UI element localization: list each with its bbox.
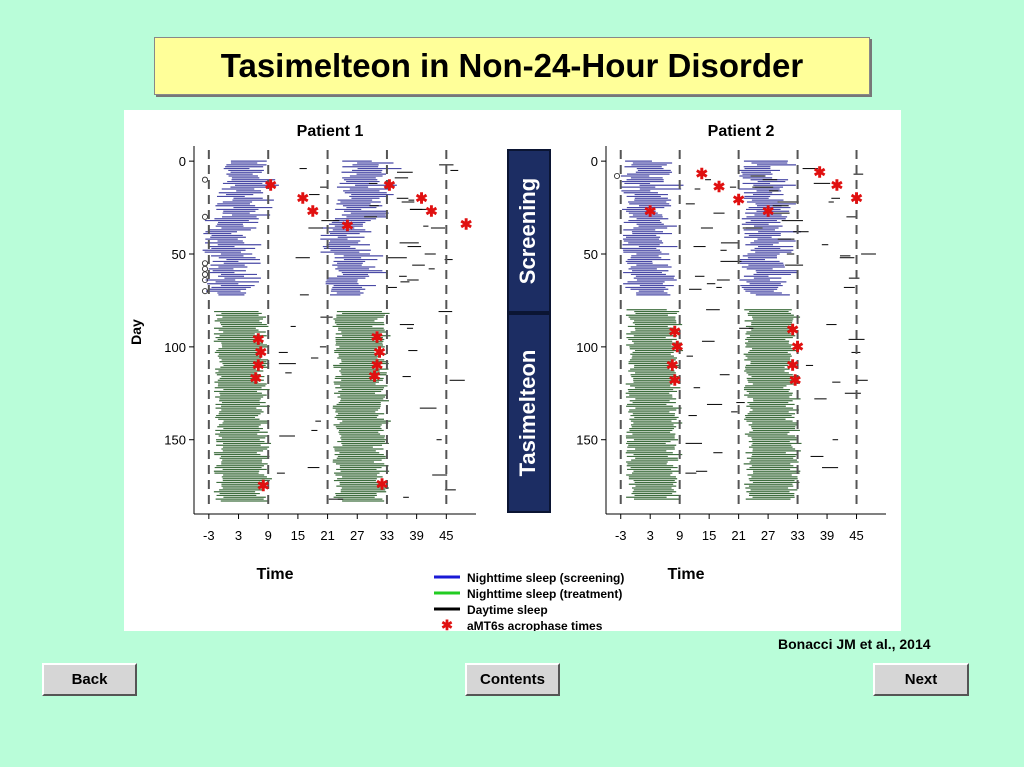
acrophase-star: ✱ (252, 357, 265, 374)
acrophase-star: ✱ (383, 177, 396, 194)
acrophase-star: ✱ (306, 203, 319, 220)
screening-label-box (507, 149, 551, 313)
acrophase-star: ✱ (371, 357, 384, 374)
x-tick-label: 45 (439, 528, 453, 543)
x-tick-label: 3 (647, 528, 654, 543)
x-tick-label: 9 (676, 528, 683, 543)
acrophase-star: ✱ (415, 190, 428, 207)
slide-title: Tasimelteon in Non-24-Hour Disorder (220, 47, 804, 84)
x-tick-label: -3 (615, 528, 627, 543)
x-tick-label: 21 (320, 528, 334, 543)
treatment-label: Tasimelteon (515, 350, 540, 477)
y-axis-label: Day (128, 319, 144, 345)
panel-title: Patient 1 (297, 123, 364, 140)
slide-title-box: Tasimelteon in Non-24-Hour Disorder (154, 37, 870, 95)
x-tick-label: 15 (291, 528, 305, 543)
missing-data-marker (201, 260, 209, 267)
acrophase-star: ✱ (668, 324, 681, 341)
acrophase-star: ✱ (713, 179, 726, 196)
x-tick-label: 33 (790, 528, 804, 543)
x-tick-label: 39 (409, 528, 423, 543)
acrophase-star: ✱ (791, 339, 804, 356)
acrophase-star: ✱ (460, 216, 473, 233)
acrophase-star: ✱ (376, 476, 389, 493)
x-axis-label: Time (256, 566, 293, 583)
acrophase-star: ✱ (668, 372, 681, 389)
acrophase-star: ✱ (644, 203, 657, 220)
missing-data-marker (613, 172, 621, 180)
acrophase-star: ✱ (252, 331, 265, 348)
acrophase-star: ✱ (250, 370, 263, 387)
next-button[interactable]: Next (873, 663, 969, 696)
contents-button[interactable]: Contents (465, 663, 560, 696)
legend-label: aMT6s acrophase times (467, 619, 603, 631)
treatment-label-box (507, 313, 551, 513)
acrophase-star: ✱ (368, 369, 381, 386)
y-tick-label: 0 (591, 154, 598, 169)
y-tick-label: 150 (164, 433, 186, 448)
x-tick-label: 45 (849, 528, 863, 543)
citation: Bonacci JM et al., 2014 (778, 636, 931, 652)
missing-data-marker (201, 265, 209, 272)
acrophase-star: ✱ (850, 190, 863, 207)
acrophase-star: ✱ (813, 164, 826, 181)
acrophase-star: ✱ (341, 218, 354, 235)
y-tick-label: 50 (584, 247, 598, 262)
acrophase-star: ✱ (786, 322, 799, 339)
acrophase-star: ✱ (373, 344, 386, 361)
acrophase-star: ✱ (762, 203, 775, 220)
acrophase-star: ✱ (264, 177, 277, 194)
acrophase-star: ✱ (696, 166, 709, 183)
x-axis-label: Time (667, 566, 704, 583)
acrophase-star: ✱ (671, 339, 684, 356)
acrophase-star: ✱ (255, 344, 268, 361)
x-tick-label: 27 (350, 528, 364, 543)
x-tick-label: 9 (265, 528, 272, 543)
acrophase-star: ✱ (732, 192, 745, 209)
acrophase-star: ✱ (257, 478, 270, 495)
missing-data-marker (201, 276, 209, 284)
screening-label: Screening (515, 178, 540, 284)
missing-data-marker (201, 176, 209, 183)
acrophase-star: ✱ (371, 330, 384, 347)
y-tick-label: 100 (164, 340, 186, 355)
acrophase-star: ✱ (789, 372, 802, 389)
acrophase-star: ✱ (666, 357, 679, 374)
x-tick-label: 21 (731, 528, 745, 543)
legend: Nighttime sleep (screening) Nighttime sle… (434, 571, 624, 631)
legend-label: Nighttime sleep (screening) (467, 571, 624, 585)
x-tick-label: 33 (380, 528, 394, 543)
y-tick-label: 0 (179, 154, 186, 169)
y-tick-label: 150 (576, 433, 598, 448)
x-tick-label: 3 (235, 528, 242, 543)
x-tick-label: 15 (702, 528, 716, 543)
back-button[interactable]: Back (42, 663, 137, 696)
x-tick-label: 39 (820, 528, 834, 543)
legend-label: Nighttime sleep (treatment) (467, 587, 622, 601)
acrophase-star: ✱ (297, 190, 310, 207)
x-tick-label: 27 (761, 528, 775, 543)
legend-swatch: ✱ (441, 617, 453, 631)
x-tick-label: -3 (203, 528, 215, 543)
acrophase-star: ✱ (786, 357, 799, 374)
legend-label: Daytime sleep (467, 603, 548, 617)
actogram-figure: ✱ ✱ ✱ ✱ ✱ ✱ ✱ ✱ ✱ ✱ ✱ ✱ ✱ ✱ ✱ ✱ ✱ ✱ 0 50 100 150 -3 3 9 15 21 27 33 3… (124, 110, 901, 631)
acrophase-star: ✱ (425, 203, 438, 220)
missing-data-marker (201, 271, 209, 278)
missing-data-marker (201, 288, 209, 295)
missing-data-marker (201, 213, 209, 220)
y-tick-label: 50 (172, 247, 186, 262)
panel-title: Patient 2 (708, 123, 775, 140)
acrophase-star: ✱ (831, 177, 844, 194)
y-tick-label: 100 (576, 340, 598, 355)
